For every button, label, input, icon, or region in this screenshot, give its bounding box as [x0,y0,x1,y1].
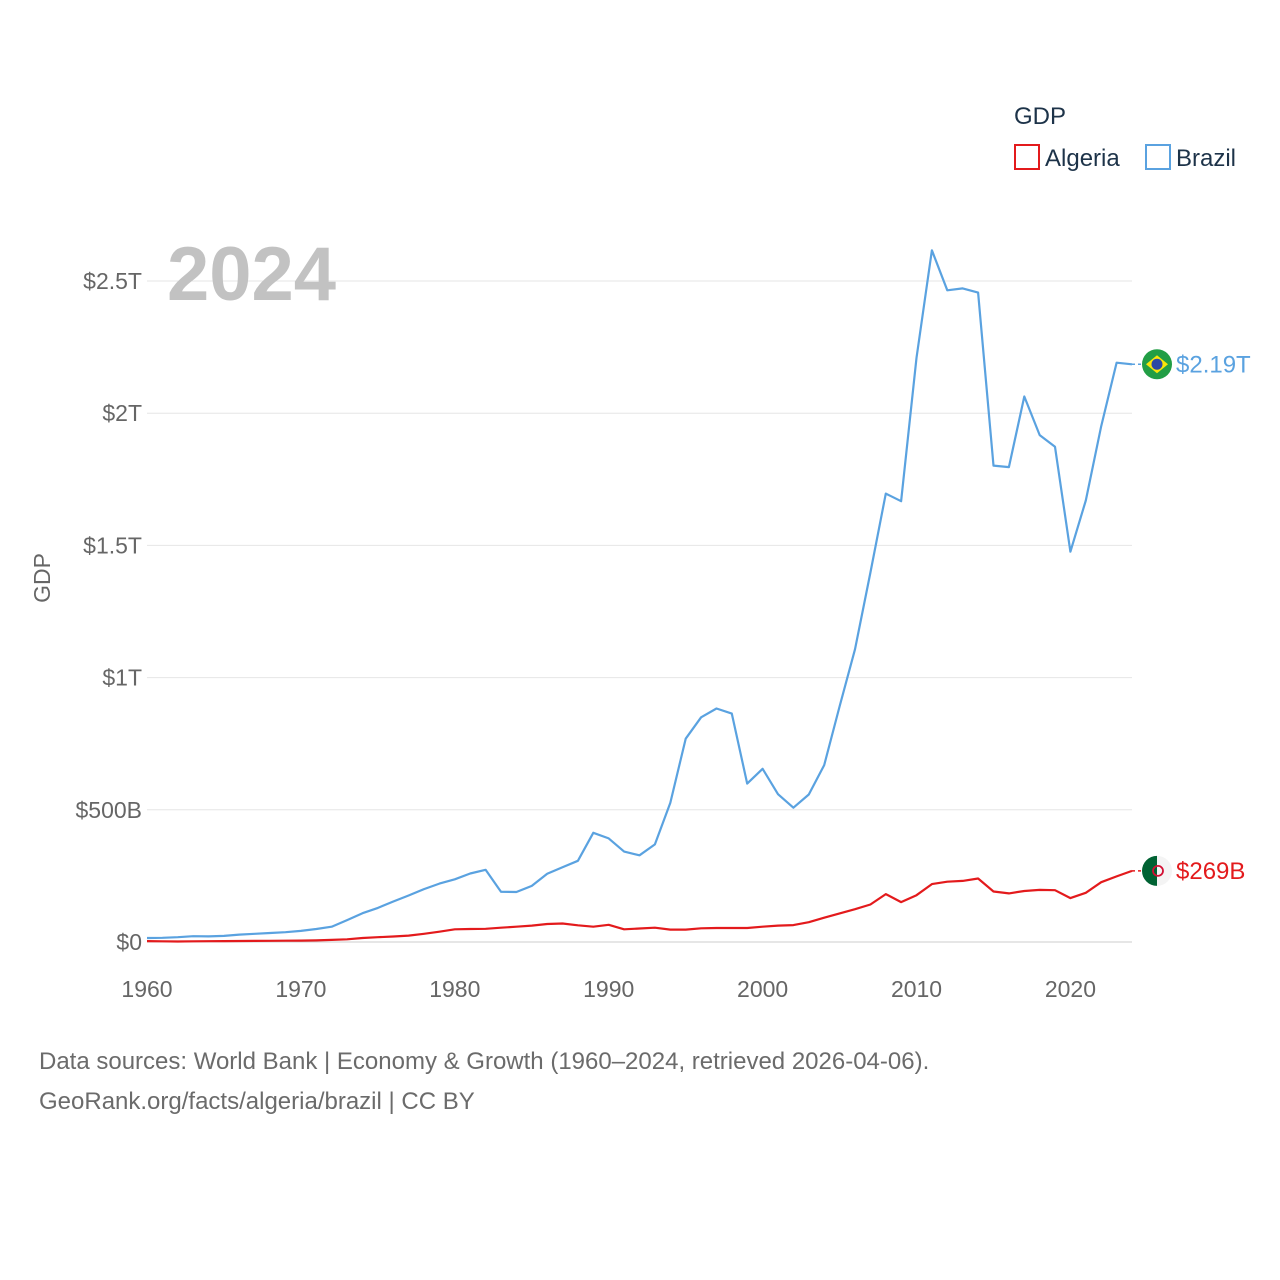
legend-swatch-brazil [1145,144,1171,170]
series-line-brazil[interactable] [146,249,1133,940]
y-axis: $0 $500B $1T $1.5T $2T $2.5T [75,268,142,955]
legend[interactable]: GDP Algeria Brazil [1014,103,1236,172]
footer: Data sources: World Bank | Economy & Gro… [39,1042,929,1122]
x-tick-label: 2020 [1045,976,1096,1002]
y-tick-label: $2T [102,400,142,426]
legend-label-brazil: Brazil [1176,145,1236,172]
legend-item-algeria[interactable]: Algeria [1014,144,1120,172]
x-tick-label: 1960 [121,976,172,1002]
footer-attribution: GeoRank.org/facts/algeria/brazil | CC BY [39,1088,475,1115]
x-axis: 1960 1970 1980 1990 2000 2010 2020 [121,976,1096,1002]
y-tick-label: $1T [102,665,142,691]
y-tick-label: $1.5T [83,532,142,558]
brazil-flag-globe [1151,358,1163,370]
legend-swatch-algeria [1014,144,1040,170]
x-tick-label: 1980 [429,976,480,1002]
end-label-brazil: $2.19T [1176,351,1251,378]
x-tick-label: 1990 [583,976,634,1002]
series-line-algeria[interactable] [146,869,1133,943]
year-label: 2024 [167,232,336,317]
gdp-chart: 2024 $0 $500B $1T $1.5T $2T $2.5T 1960 1970 198… [29,103,1251,1002]
x-tick-label: 2000 [737,976,788,1002]
y-axis-title: GDP [29,553,55,603]
end-marker-algeria: $269B [1132,855,1245,886]
end-marker-brazil: $2.19T [1132,349,1251,380]
algeria-flag-crescent [1152,864,1164,877]
end-labels: $269B $2.19T [1132,349,1251,886]
y-tick-label: $2.5T [83,268,142,294]
x-tick-label: 1970 [275,976,326,1002]
legend-label-algeria: Algeria [1045,145,1120,172]
end-label-algeria: $269B [1176,858,1245,885]
footer-sources: Data sources: World Bank | Economy & Gro… [39,1048,930,1075]
gridlines [147,280,1132,943]
legend-title: GDP [1014,103,1066,130]
x-tick-label: 2010 [891,976,942,1002]
algeria-flag-green-half [1142,855,1157,886]
legend-item-brazil[interactable]: Brazil [1145,144,1236,172]
y-tick-label: $500B [75,797,142,823]
y-tick-label: $0 [116,929,142,955]
series-lines [146,249,1133,943]
